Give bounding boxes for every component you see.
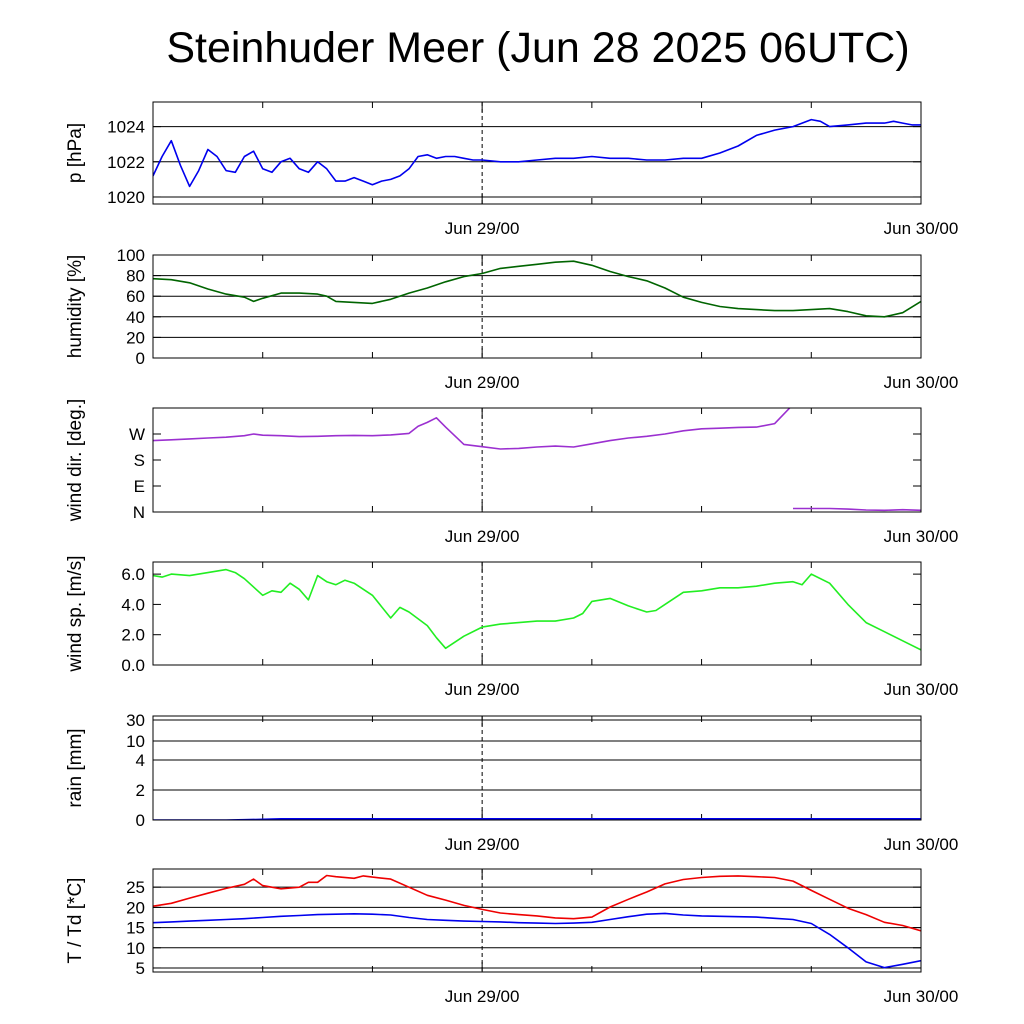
rain-panel: 0 2 410 30 Jun 29/00 Jun 30/00 rain [mm] (65, 711, 958, 854)
rain-xtick-label: Jun 29/00 (445, 835, 520, 854)
temperature-frame (152, 868, 922, 973)
wind_direction-ytick-label: S (134, 451, 145, 470)
pressure-panel: 1020 1022 1024 Jun 29/00 Jun 30/00 p [hPa] (65, 101, 959, 238)
pressure-ytick-label: 1020 (107, 188, 145, 207)
temperature-xtick-label: Jun 29/00 (445, 987, 520, 1006)
humidity-ytick-label: 0 (136, 349, 145, 368)
wind_direction-series-line-2 (793, 405, 921, 407)
wind_speed-ytick-label: 6.0 (121, 565, 145, 584)
humidity-ytick-label: 40 (126, 308, 145, 327)
wind_direction-ytick-label: W (129, 425, 145, 444)
wind_speed-ytick-label: 4.0 (121, 595, 145, 614)
temperature-series-line-0 (153, 874, 921, 932)
rain-ytick-label: 0 (136, 811, 145, 830)
humidity-ytick-label: 80 (126, 267, 145, 286)
temperature-ylabel: T / Td [*C] (65, 878, 86, 964)
wind_direction-series-line-1 (793, 507, 921, 512)
wind_direction-ytick-label: N (133, 503, 145, 522)
wind_direction-ylabel: wind dir. [deg.] (65, 399, 86, 523)
pressure-ytick-label: 1022 (107, 153, 145, 172)
rain-xtick-label: Jun 30/00 (884, 835, 959, 854)
wind_speed-frame (152, 561, 922, 666)
temperature-ytick-label: 15 (126, 919, 145, 938)
temperature-ytick-label: 25 (126, 878, 145, 897)
wind_direction-frame (152, 407, 922, 513)
wind_direction-xtick-label: Jun 29/00 (445, 527, 520, 546)
pressure-xtick-label: Jun 29/00 (445, 219, 520, 238)
pressure-ytick-label: 1024 (107, 118, 145, 137)
humidity-xtick-label: Jun 30/00 (884, 373, 959, 392)
pressure-frame (152, 101, 922, 205)
wind_speed-series-line-0 (153, 568, 921, 651)
rain-ytick-label: 30 (126, 711, 145, 730)
wind_speed-xtick-label: Jun 30/00 (884, 680, 959, 699)
rain-ytick-label: 4 (136, 751, 145, 770)
humidity-ylabel: humidity [%] (65, 255, 86, 358)
wind_direction-ytick-label: E (134, 477, 145, 496)
wind_speed-xtick-label: Jun 29/00 (445, 680, 520, 699)
rain-frame (152, 715, 922, 821)
wind_direction-xtick-label: Jun 30/00 (884, 527, 959, 546)
temperature-xtick-label: Jun 30/00 (884, 987, 959, 1006)
humidity-ytick-label: 60 (126, 287, 145, 306)
wind_speed-ytick-label: 0.0 (121, 656, 145, 675)
pressure-series-line-0 (153, 118, 921, 188)
rain-ytick-label: 10 (126, 732, 145, 751)
temperature-ytick-label: 20 (126, 898, 145, 917)
rain-series-line-0 (153, 817, 921, 820)
wind_speed-ytick-label: 2.0 (121, 626, 145, 645)
humidity-ytick-label: 20 (126, 328, 145, 347)
temperature-ytick-label: 10 (126, 939, 145, 958)
chart-title: Steinhuder Meer (Jun 28 2025 06UTC) (166, 24, 910, 72)
humidity-ytick-label: 100 (117, 246, 145, 265)
pressure-ylabel: p [hPa] (65, 123, 86, 183)
rain-ytick-label: 2 (136, 781, 145, 800)
wind_direction-series-line-0 (153, 408, 791, 450)
pressure-xtick-label: Jun 30/00 (884, 219, 959, 238)
temperature-ytick-label: 5 (136, 959, 145, 978)
rain-ylabel: rain [mm] (65, 728, 86, 807)
humidity-xtick-label: Jun 29/00 (445, 373, 520, 392)
humidity-frame (152, 254, 922, 359)
humidity-series-line-0 (153, 260, 921, 318)
wind_speed-ylabel: wind sp. [m/s] (65, 555, 86, 672)
temperature-series-line-1 (153, 912, 921, 969)
wind_speed-panel: 0.0 2.0 4.0 6.0 Jun 29/00 Jun 30/00 wind sp. [… (65, 555, 958, 699)
